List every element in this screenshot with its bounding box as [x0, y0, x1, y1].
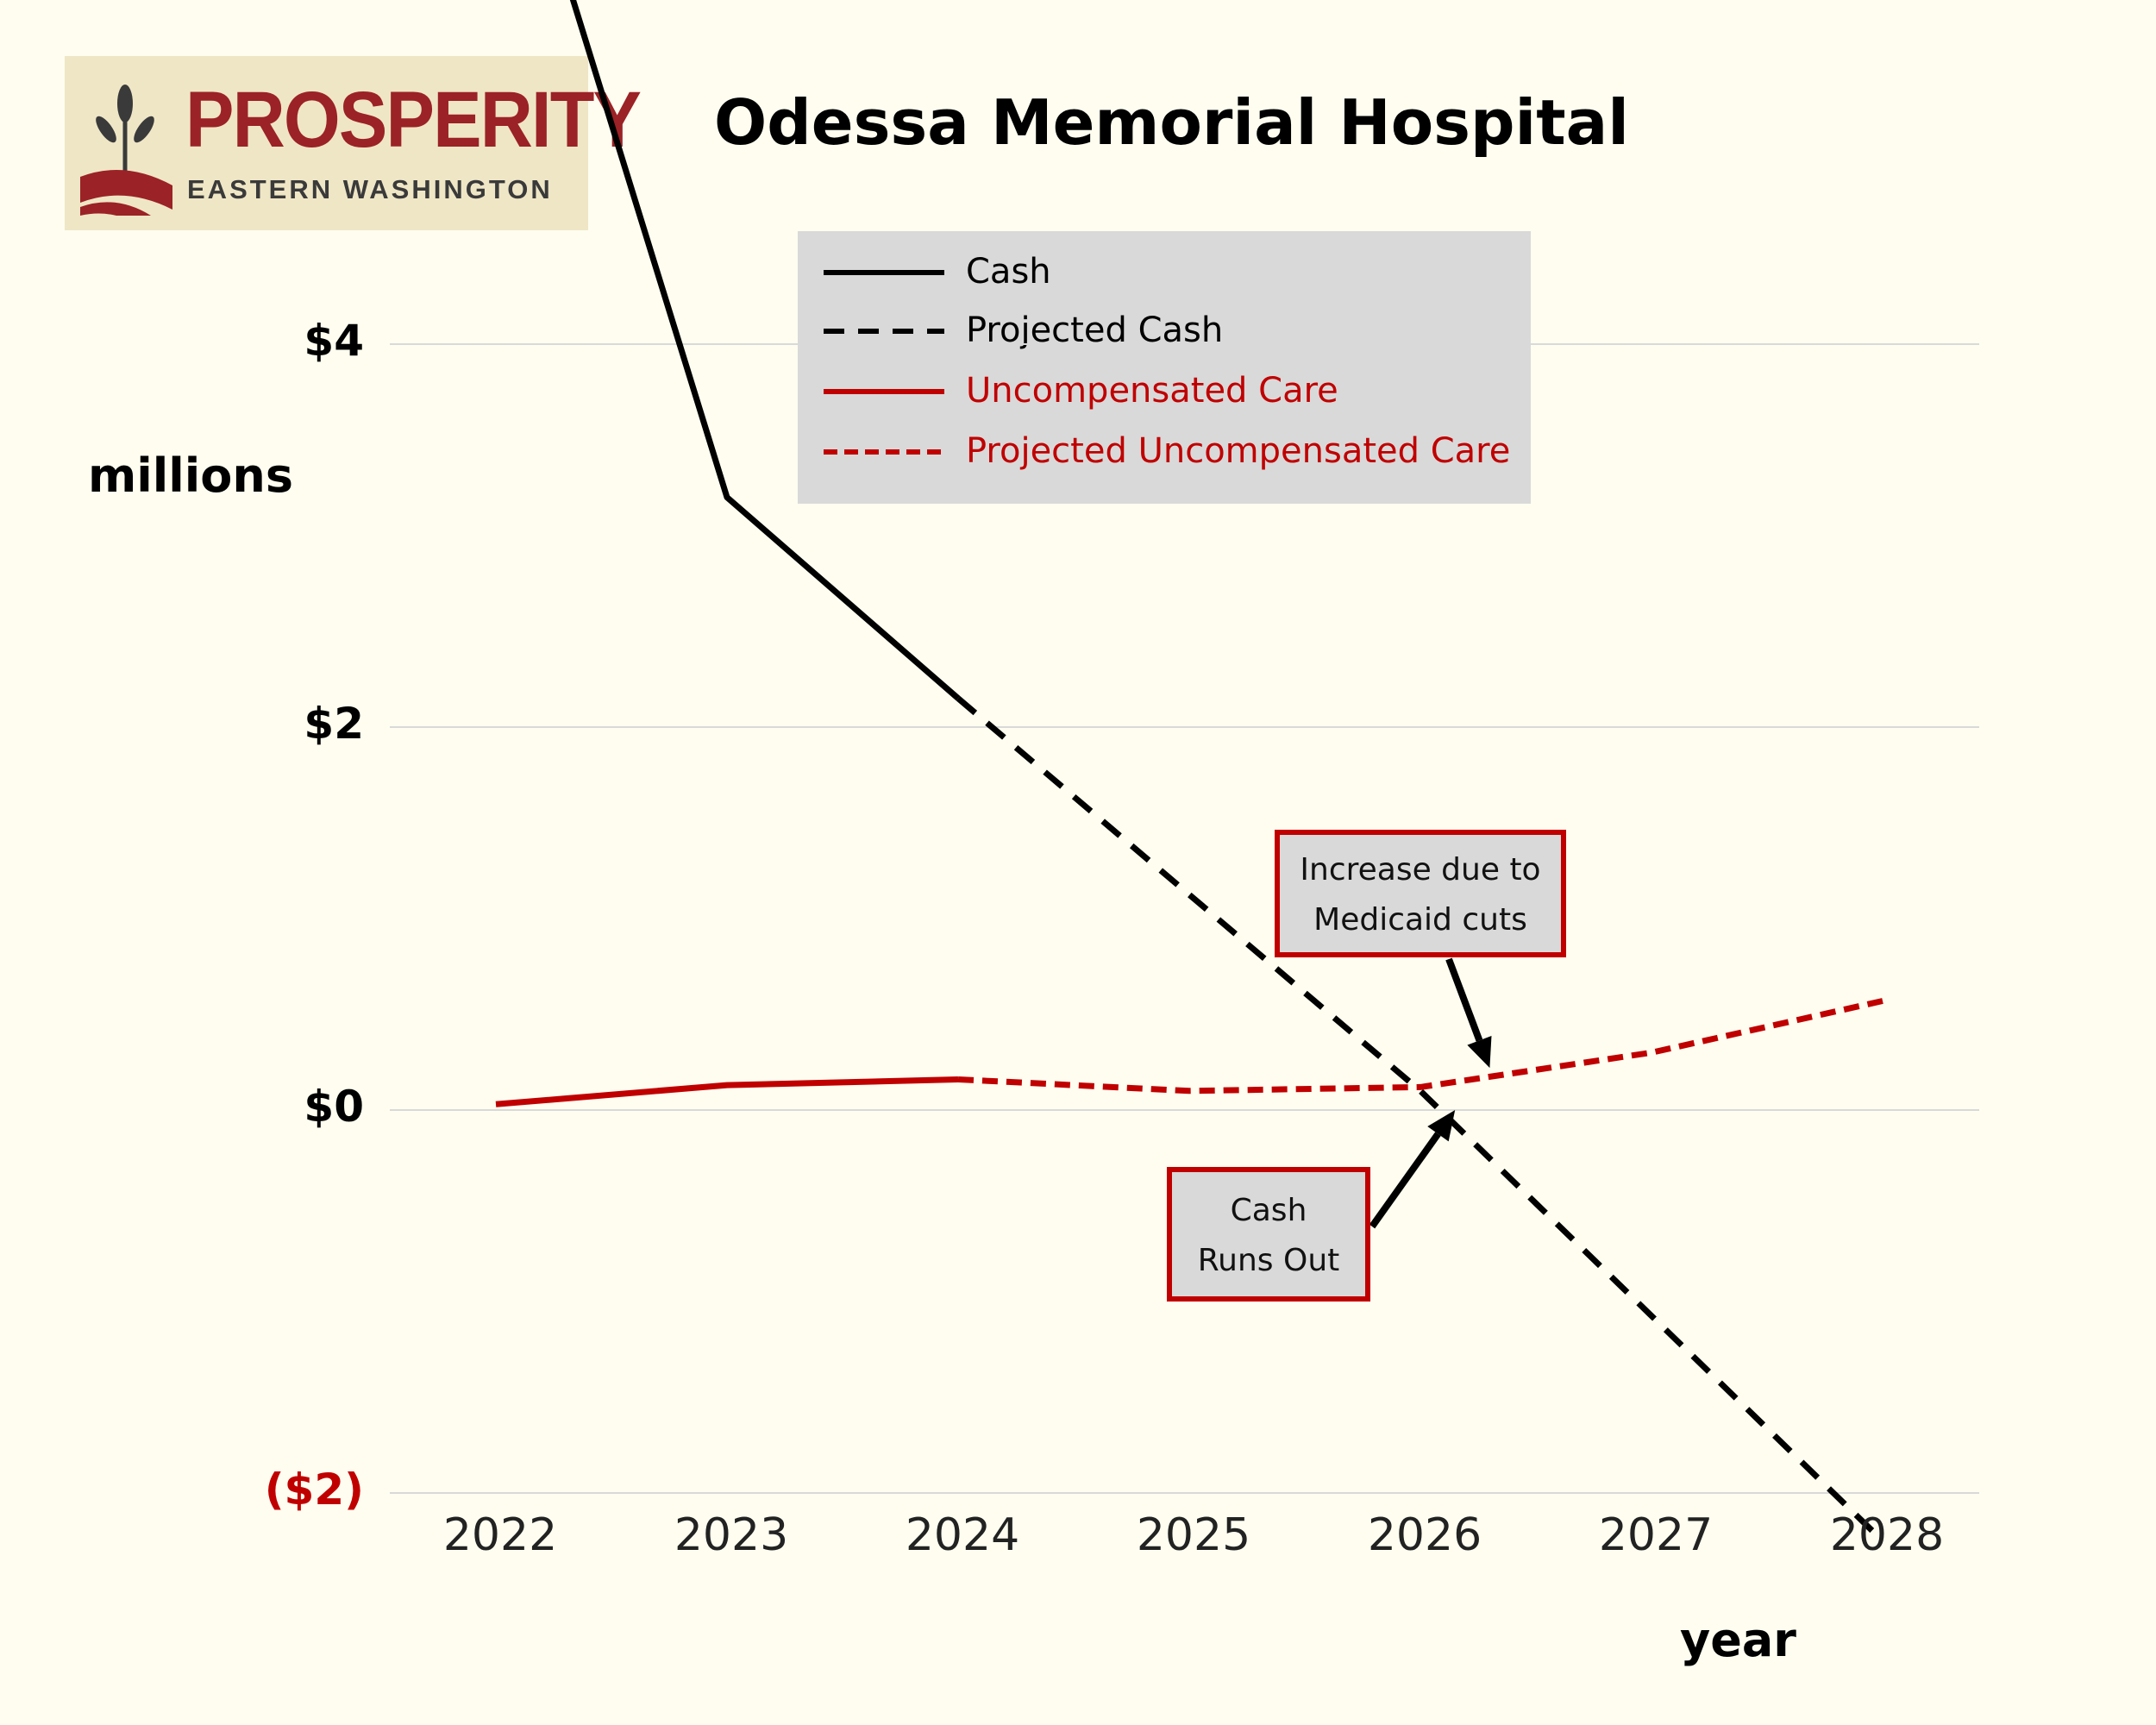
logo-tagline: EASTERN WASHINGTON [187, 174, 553, 204]
x-tick-label: 2025 [1136, 1509, 1251, 1561]
legend-item-cash: Cash [798, 245, 1531, 297]
chart-title: Odessa Memorial Hospital [714, 86, 1629, 159]
legend-item-uncompensated-care: Uncompensated Care [798, 364, 1531, 416]
x-tick-label: 2027 [1598, 1509, 1714, 1561]
series-line-cash [569, 0, 961, 701]
prosperity-logo: PROSPERITY EASTERN WASHINGTON [65, 56, 642, 230]
y-tick-label: $4 [304, 316, 364, 366]
annotation-medicaid-cuts: Increase due to Medicaid cuts [1275, 830, 1566, 957]
annotation-cash-arrow-shaft [1369, 1132, 1441, 1229]
series-line-uncompensated-care [495, 1076, 959, 1107]
x-tick-label: 2026 [1367, 1509, 1482, 1561]
annotation-cash-arrow-head [1427, 1110, 1456, 1142]
annotation-medicaid-line1: Increase due to [1300, 852, 1541, 888]
annotation-cash-line2: Runs Out [1197, 1243, 1340, 1278]
series-line-projected-cash [956, 696, 1885, 1544]
y-tick-label: $0 [304, 1082, 364, 1132]
legend-label-cash: Cash [966, 252, 1051, 292]
y-tick-label: $2 [304, 699, 364, 749]
logo-wordmark: PROSPERITY [185, 76, 642, 164]
annotation-medicaid-arrow-head [1467, 1036, 1492, 1069]
x-tick-label: 2024 [905, 1509, 1020, 1561]
annotation-cash-line1: Cash [1230, 1193, 1307, 1228]
annotation-medicaid-line2: Medicaid cuts [1313, 902, 1527, 938]
legend-item-projected-uncompensated-care: Projected Uncompensated Care [798, 424, 1531, 476]
y-axis-title: millions [88, 448, 293, 503]
x-tick-label: 2022 [442, 1509, 558, 1561]
x-axis-title: year [1680, 1613, 1796, 1667]
chart-legend: Cash Projected Cash Uncompensated Care P… [798, 231, 1531, 504]
x-tick-label: 2023 [674, 1509, 789, 1561]
legend-label-projected-uncompensated-care: Projected Uncompensated Care [966, 431, 1511, 471]
series-line-projected-uncompensated-care [957, 998, 1883, 1095]
y-tick-label: ($2) [264, 1465, 364, 1515]
x-tick-label: 2028 [1829, 1509, 1945, 1561]
legend-label-uncompensated-care: Uncompensated Care [966, 371, 1338, 411]
annotation-medicaid-arrow-shaft [1445, 957, 1483, 1042]
wheat-field-icon [80, 85, 172, 216]
annotation-cash-runs-out: Cash Runs Out [1167, 1167, 1370, 1302]
